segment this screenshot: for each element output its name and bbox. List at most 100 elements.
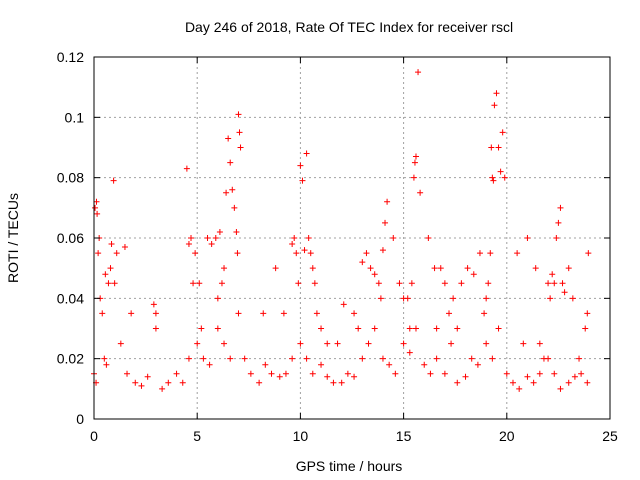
data-point <box>431 265 438 272</box>
data-point <box>303 150 310 157</box>
data-point <box>233 228 240 235</box>
data-point <box>280 310 287 317</box>
data-point <box>540 355 547 362</box>
data-point <box>218 280 225 287</box>
data-point <box>212 235 219 241</box>
data-point <box>578 370 585 377</box>
data-point <box>334 340 341 347</box>
data-point <box>297 162 304 169</box>
data-point <box>555 219 562 226</box>
data-point <box>108 241 115 248</box>
data-point <box>185 241 192 248</box>
data-point <box>291 235 298 241</box>
data-point <box>448 340 455 347</box>
data-point <box>488 144 495 151</box>
data-point <box>107 265 114 272</box>
data-point <box>318 361 325 368</box>
data-point <box>379 247 386 254</box>
data-point <box>503 370 510 377</box>
data-point <box>289 241 296 248</box>
data-point <box>132 379 139 386</box>
x-tick-labels: 0 5 10 15 20 25 <box>90 428 618 444</box>
data-point <box>462 373 469 380</box>
data-point <box>305 235 312 241</box>
data-point <box>524 373 531 380</box>
data-point <box>330 379 337 386</box>
data-point <box>489 174 496 181</box>
data-point <box>396 280 403 287</box>
data-point <box>262 361 269 368</box>
data-point <box>351 373 358 380</box>
data-point <box>384 198 391 205</box>
data-point <box>497 168 504 175</box>
data-point <box>359 355 366 362</box>
data-point <box>514 250 521 257</box>
data-point <box>557 204 564 211</box>
data-point <box>227 159 234 166</box>
y-axis-label: ROTI / TECUs <box>5 193 21 283</box>
data-point <box>367 265 374 272</box>
data-point <box>516 385 523 392</box>
data-point <box>493 90 500 97</box>
data-point <box>234 250 241 257</box>
data-point <box>192 250 199 257</box>
data-point <box>551 280 558 287</box>
data-point <box>400 340 407 347</box>
data-point <box>311 280 318 287</box>
data-point <box>214 325 221 332</box>
data-point <box>491 102 498 109</box>
data-point <box>121 244 128 251</box>
data-point <box>216 228 223 235</box>
data-point <box>152 310 159 317</box>
data-point <box>313 310 320 317</box>
data-point <box>476 250 483 257</box>
data-point <box>194 340 201 347</box>
data-point <box>404 295 411 302</box>
axis-ticks <box>93 56 611 420</box>
data-point <box>247 370 254 377</box>
data-point <box>299 177 306 184</box>
grid-lines <box>94 57 610 419</box>
data-point <box>94 210 101 217</box>
data-point <box>559 280 566 287</box>
data-point <box>365 340 372 347</box>
data-point <box>490 177 497 184</box>
data-point <box>198 325 205 332</box>
data-point <box>235 310 242 317</box>
data-point <box>415 69 422 76</box>
data-point <box>241 355 248 362</box>
data-point <box>557 385 564 392</box>
data-point <box>185 355 192 362</box>
data-point <box>530 379 537 386</box>
y-tick-label: 0.02 <box>57 351 84 367</box>
data-point <box>256 379 263 386</box>
data-point <box>359 259 366 266</box>
data-point <box>536 340 543 347</box>
data-point <box>227 355 234 362</box>
data-point <box>340 301 347 308</box>
y-tick-label: 0.06 <box>57 230 84 246</box>
data-point <box>204 235 211 241</box>
data-point <box>411 159 418 166</box>
data-point <box>117 340 124 347</box>
data-point <box>173 370 180 377</box>
data-point <box>101 355 108 362</box>
data-point <box>474 361 481 368</box>
data-point <box>386 361 393 368</box>
data-point <box>124 370 131 377</box>
data-point <box>260 310 267 317</box>
data-point <box>450 295 457 302</box>
data-point <box>561 289 568 296</box>
data-point <box>565 379 572 386</box>
y-tick-label: 0.04 <box>57 290 84 306</box>
data-point <box>231 204 238 211</box>
plot-frame <box>93 56 611 420</box>
data-point <box>144 373 151 380</box>
y-tick-label: 0.08 <box>57 170 84 186</box>
data-point <box>221 265 228 272</box>
data-point <box>338 379 345 386</box>
data-point <box>547 295 554 302</box>
data-point <box>309 265 316 272</box>
data-point <box>105 280 112 287</box>
chart-title: Day 246 of 2018, Rate Of TEC Index for r… <box>185 19 513 35</box>
